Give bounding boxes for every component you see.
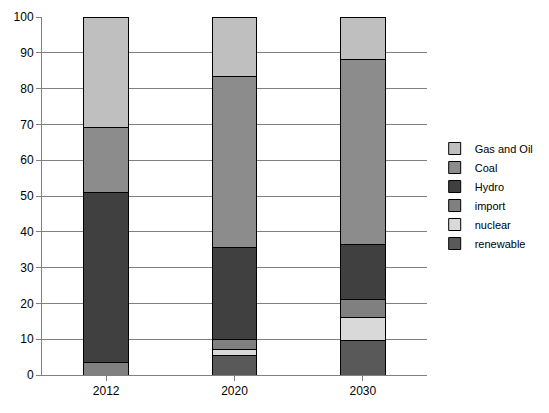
svg-text:90: 90 xyxy=(20,46,34,60)
svg-text:nuclear: nuclear xyxy=(475,219,511,231)
svg-text:2030: 2030 xyxy=(349,384,376,398)
svg-text:100: 100 xyxy=(14,10,34,24)
svg-text:Hydro: Hydro xyxy=(475,181,504,193)
svg-text:30: 30 xyxy=(20,261,34,275)
svg-text:10: 10 xyxy=(20,332,34,346)
svg-text:80: 80 xyxy=(20,82,34,96)
svg-text:2012: 2012 xyxy=(93,384,120,398)
svg-text:import: import xyxy=(475,200,506,212)
svg-text:Gas and Oil: Gas and Oil xyxy=(475,143,533,155)
svg-text:renewable: renewable xyxy=(475,238,526,250)
svg-text:70: 70 xyxy=(20,118,34,132)
svg-text:60: 60 xyxy=(20,153,34,167)
svg-text:2020: 2020 xyxy=(221,384,248,398)
svg-text:Coal: Coal xyxy=(475,162,498,174)
svg-text:40: 40 xyxy=(20,225,34,239)
svg-text:50: 50 xyxy=(20,189,34,203)
svg-text:20: 20 xyxy=(20,297,34,311)
svg-text:0: 0 xyxy=(27,368,34,382)
